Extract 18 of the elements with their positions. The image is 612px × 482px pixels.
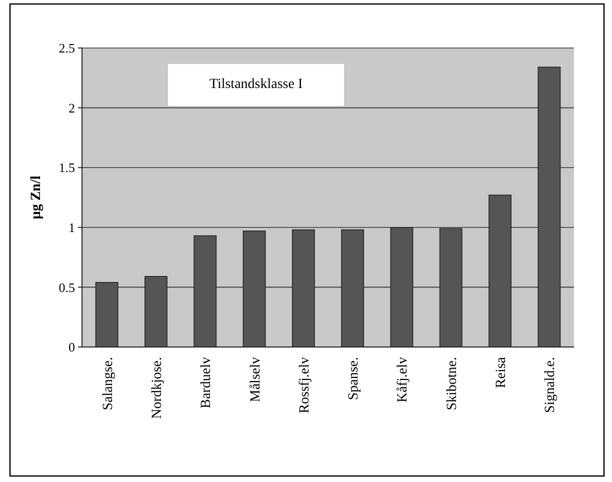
x-tick-label: Rossfj.elv	[297, 357, 312, 414]
x-tick-label: Barduelv	[199, 357, 214, 408]
x-tick-label: Signald.e.	[543, 357, 558, 413]
x-tick-label: Spanse.	[346, 357, 362, 400]
annotation: Tilstandsklasse I	[209, 77, 303, 92]
x-tick-label: Kåfj.elv	[396, 357, 411, 402]
x-tick-label: Reisa	[494, 356, 510, 388]
y-tick-label: 2.5	[58, 40, 75, 56]
y-tick-label: 1	[68, 220, 75, 235]
x-tick-label: Skibotne.	[444, 357, 460, 410]
y-tick-label: 0.5	[58, 280, 75, 295]
x-tick-label: Nordkjose.	[150, 357, 165, 419]
x-tick-label: Målselv	[248, 357, 264, 402]
x-tick-label: Salangse.	[100, 357, 116, 410]
y-axis-title: µg Zn/l	[29, 176, 44, 220]
y-tick-label: 2	[68, 100, 75, 116]
y-tick-label: 0	[68, 340, 75, 355]
y-tick-label: 1.5	[58, 160, 75, 176]
